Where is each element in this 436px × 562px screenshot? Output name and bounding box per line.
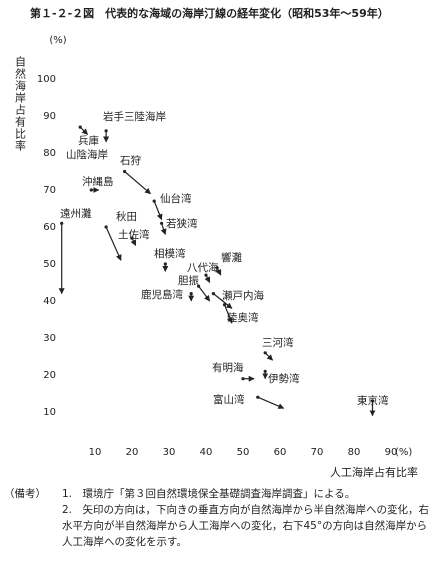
x-tick-label: 10 [89, 447, 102, 458]
x-tick-label: 30 [163, 447, 176, 458]
y-tick-label: 70 [43, 185, 56, 196]
change-arrow [257, 396, 285, 409]
area-label: 土佐湾 [118, 228, 150, 241]
x-tick-label: 20 [126, 447, 139, 458]
change-arrow [79, 126, 89, 135]
y-tick-label: 90 [43, 111, 56, 122]
area-label: 遠州灘 [60, 207, 92, 220]
change-arrow [198, 285, 211, 302]
change-arrow [215, 267, 222, 276]
change-arrow [124, 171, 151, 195]
x-tick-label: 50 [237, 447, 250, 458]
area-label: 鹿児島湾 [141, 288, 183, 301]
area-label: 若狭湾 [166, 217, 198, 230]
area-label: 三河湾 [262, 336, 294, 349]
area-label: 岩手三陸海岸 [103, 110, 166, 123]
y-tick-label: 60 [43, 222, 56, 233]
y-tick-label: 20 [43, 370, 56, 381]
change-arrow [213, 293, 233, 309]
y-tick-label: 80 [43, 148, 56, 159]
x-tick-label: 40 [200, 447, 213, 458]
y-tick-label: 10 [43, 407, 56, 418]
notes: （備考） 1. 環境庁「第３回自然環境保全基礎調査海岸調査」による。 2. 矢印… [4, 486, 432, 550]
note: 1. 環境庁「第３回自然環境保全基礎調査海岸調査」による。 [62, 488, 356, 500]
x-tick-label: 60 [274, 447, 287, 458]
area-label: 陸奥湾 [227, 311, 259, 324]
x-unit: (%) [395, 447, 412, 458]
area-label: 有明海 [212, 361, 244, 374]
x-axis-label: 人工海岸占有比率 [330, 465, 418, 479]
area-label: 伊勢湾 [268, 372, 300, 385]
area-label: 富山湾 [213, 393, 245, 406]
x-tick-label: 80 [348, 447, 361, 458]
area-label: 沖縄島 [82, 175, 114, 188]
chart-title: 第１-２-２図 代表的な海域の海岸汀線の経年変化（昭和53年～59年） [30, 6, 389, 20]
area-label: 八代海 [187, 261, 219, 274]
change-arrow [130, 237, 137, 247]
change-arrow [105, 226, 122, 261]
notes-heading: （備考） [4, 488, 46, 500]
note: 2. 矢印の方向は，下向きの垂直方向が自然海岸から半自然海岸への変化，右水平方向… [62, 504, 430, 548]
x-tick-label: 70 [311, 447, 324, 458]
y-axis-label: 自然海岸占有比率 [14, 56, 27, 152]
area-label: 胆振 [178, 274, 199, 287]
start-point [104, 129, 108, 133]
change-arrow [204, 274, 211, 284]
y-tick-label: 100 [37, 74, 56, 85]
area-label: 仙台湾 [160, 192, 192, 205]
area-label: 瀬戸内海 [222, 289, 264, 302]
y-tick-label: 30 [43, 333, 56, 344]
y-tick-label: 50 [43, 259, 56, 270]
area-label: 東京湾 [357, 394, 389, 407]
y-unit: (%) [49, 35, 66, 46]
change-arrow [223, 304, 233, 324]
x-tick-label: 90 [385, 447, 398, 458]
area-label: 相模湾 [154, 247, 186, 260]
chart: 第１-２-２図 代表的な海域の海岸汀線の経年変化（昭和53年～59年） (%) … [14, 6, 419, 479]
area-label: 秋田 [116, 210, 137, 223]
area-label: 石狩 [120, 154, 141, 167]
y-tick-label: 40 [43, 296, 56, 307]
change-arrow [153, 200, 163, 221]
area-label: 兵庫山陰海岸 [66, 134, 108, 161]
change-arrow [264, 352, 274, 361]
change-arrow [160, 223, 167, 235]
start-point [60, 221, 64, 225]
area-label: 響灘 [221, 251, 242, 264]
